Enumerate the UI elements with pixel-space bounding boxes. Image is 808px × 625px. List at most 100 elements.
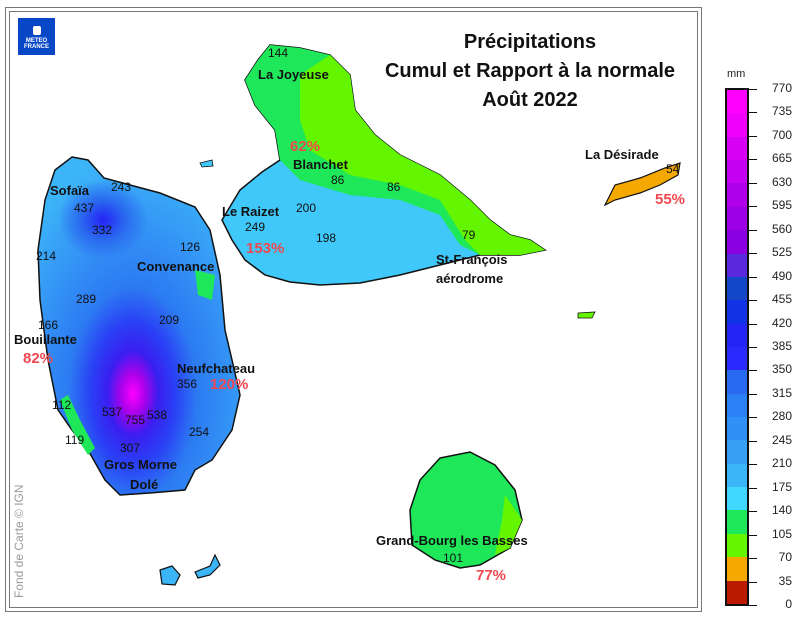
station-label-convenance: Convenance bbox=[137, 259, 215, 274]
station-label-la-joyeuse: La Joyeuse bbox=[258, 67, 329, 82]
legend-tick bbox=[749, 581, 757, 583]
color-swatch bbox=[727, 487, 747, 511]
legend-tick bbox=[749, 487, 757, 489]
legend-tick-label: 700 bbox=[771, 127, 792, 142]
legend-tick bbox=[749, 534, 757, 536]
color-swatch bbox=[727, 370, 747, 394]
station-value: 200 bbox=[296, 201, 317, 215]
legend-tick bbox=[749, 300, 757, 302]
color-swatch bbox=[727, 440, 747, 464]
legend-tick-label: 105 bbox=[771, 526, 792, 541]
color-swatch bbox=[727, 346, 747, 371]
station-label-blanchet: Blanchet bbox=[293, 157, 348, 172]
color-swatch bbox=[727, 113, 747, 137]
legend-tick-label: 420 bbox=[771, 315, 792, 330]
title-line-2: Cumul et Rapport à la normale bbox=[384, 60, 676, 82]
station-value: 101 bbox=[443, 551, 464, 565]
station-value: 119 bbox=[65, 433, 85, 447]
legend-tick-label: 735 bbox=[771, 104, 792, 119]
legend-tick bbox=[749, 464, 757, 466]
title-line-3: Août 2022 bbox=[482, 89, 578, 111]
legend-tick-label: 140 bbox=[771, 503, 792, 518]
station-value: 254 bbox=[189, 425, 210, 439]
station-value: 243 bbox=[111, 180, 132, 194]
color-swatch bbox=[727, 533, 747, 558]
legend-tick bbox=[749, 370, 757, 372]
logo-text-1: METEO bbox=[25, 38, 48, 44]
marie-galante-island bbox=[409, 451, 523, 569]
legend-tick-label: 0 bbox=[785, 597, 792, 611]
legend-tick bbox=[749, 605, 757, 606]
color-swatch bbox=[727, 323, 747, 347]
legend-tick bbox=[749, 440, 757, 442]
color-swatch bbox=[727, 206, 747, 231]
legend-tick bbox=[749, 347, 757, 348]
legend-tick-label: 630 bbox=[771, 174, 792, 189]
legend-tick bbox=[749, 323, 757, 325]
color-swatch bbox=[727, 393, 747, 418]
station-value: 209 bbox=[159, 313, 180, 327]
color-swatch bbox=[727, 417, 747, 441]
legend-tick-label: 560 bbox=[771, 221, 792, 236]
station-label-st-francois: St-François bbox=[436, 252, 508, 267]
ratio-bouillante: 82% bbox=[23, 350, 54, 367]
legend-tick-label: 70 bbox=[778, 550, 792, 565]
station-value: 356 bbox=[177, 377, 198, 391]
station-value: 307 bbox=[120, 441, 141, 455]
station-value: 86 bbox=[387, 180, 401, 194]
legend-tick-label: 525 bbox=[771, 245, 792, 260]
legend-tick bbox=[749, 229, 757, 231]
legend-tick bbox=[749, 393, 757, 395]
legend-tick-label: 595 bbox=[771, 198, 792, 213]
station-value: 289 bbox=[76, 292, 97, 306]
legend-tick bbox=[749, 558, 757, 560]
station-value: 537 bbox=[102, 405, 123, 419]
legend-tick-label: 385 bbox=[771, 339, 792, 353]
legend-tick bbox=[749, 89, 757, 90]
logo-text-2: FRANCE bbox=[24, 44, 49, 50]
color-swatch bbox=[727, 253, 747, 277]
station-value: 198 bbox=[316, 231, 337, 245]
color-swatch bbox=[727, 580, 747, 604]
legend-tick-label: 280 bbox=[771, 409, 792, 424]
legend-tick bbox=[749, 182, 757, 184]
legend-tick-label: 665 bbox=[771, 151, 792, 166]
ratio-blanchet: 62% bbox=[290, 138, 321, 155]
station-value: 332 bbox=[92, 223, 113, 237]
color-swatch bbox=[727, 230, 747, 254]
legend-tick-label: 770 bbox=[771, 81, 792, 95]
color-swatch bbox=[727, 90, 747, 114]
legend-tick-label: 210 bbox=[771, 456, 792, 471]
station-value: 112 bbox=[52, 398, 72, 412]
meteo-france-logo: METEO FRANCE bbox=[18, 18, 55, 55]
station-label-dole: Dolé bbox=[130, 477, 159, 492]
station-value: 79 bbox=[462, 228, 476, 242]
color-swatch bbox=[727, 510, 747, 534]
les-saintes-islands bbox=[159, 553, 221, 586]
color-swatch bbox=[727, 463, 747, 488]
station-label-grand-bourg: Grand-Bourg les Basses bbox=[376, 533, 528, 548]
station-label-aerodrome: aérodrome bbox=[436, 271, 504, 286]
legend-tick bbox=[749, 417, 757, 419]
legend-unit: mm bbox=[727, 68, 746, 80]
map-title: Précipitations Cumul et Rapport à la nor… bbox=[360, 28, 700, 115]
legend-tick bbox=[749, 159, 757, 161]
ratio-grand-bourg: 77% bbox=[476, 567, 507, 584]
color-swatch bbox=[727, 160, 747, 184]
station-value: 54 bbox=[666, 162, 680, 176]
station-value: 86 bbox=[331, 173, 345, 187]
station-value: 144 bbox=[268, 46, 289, 60]
legend-tick bbox=[749, 135, 757, 137]
la-desirade-island bbox=[603, 162, 681, 207]
ratio-la-desirade: 55% bbox=[655, 191, 686, 208]
station-label-sofaia: Sofaïa bbox=[50, 183, 90, 198]
title-line-1: Précipitations bbox=[463, 31, 597, 53]
station-value: 126 bbox=[180, 240, 201, 254]
station-value: 755 bbox=[125, 413, 146, 427]
station-value: 166 bbox=[38, 318, 59, 332]
ratio-neufchateau: 120% bbox=[210, 376, 249, 393]
station-value: 437 bbox=[74, 201, 95, 215]
color-scale-bar bbox=[725, 88, 749, 606]
map-frame-outer bbox=[5, 7, 702, 612]
color-swatch bbox=[727, 183, 747, 207]
